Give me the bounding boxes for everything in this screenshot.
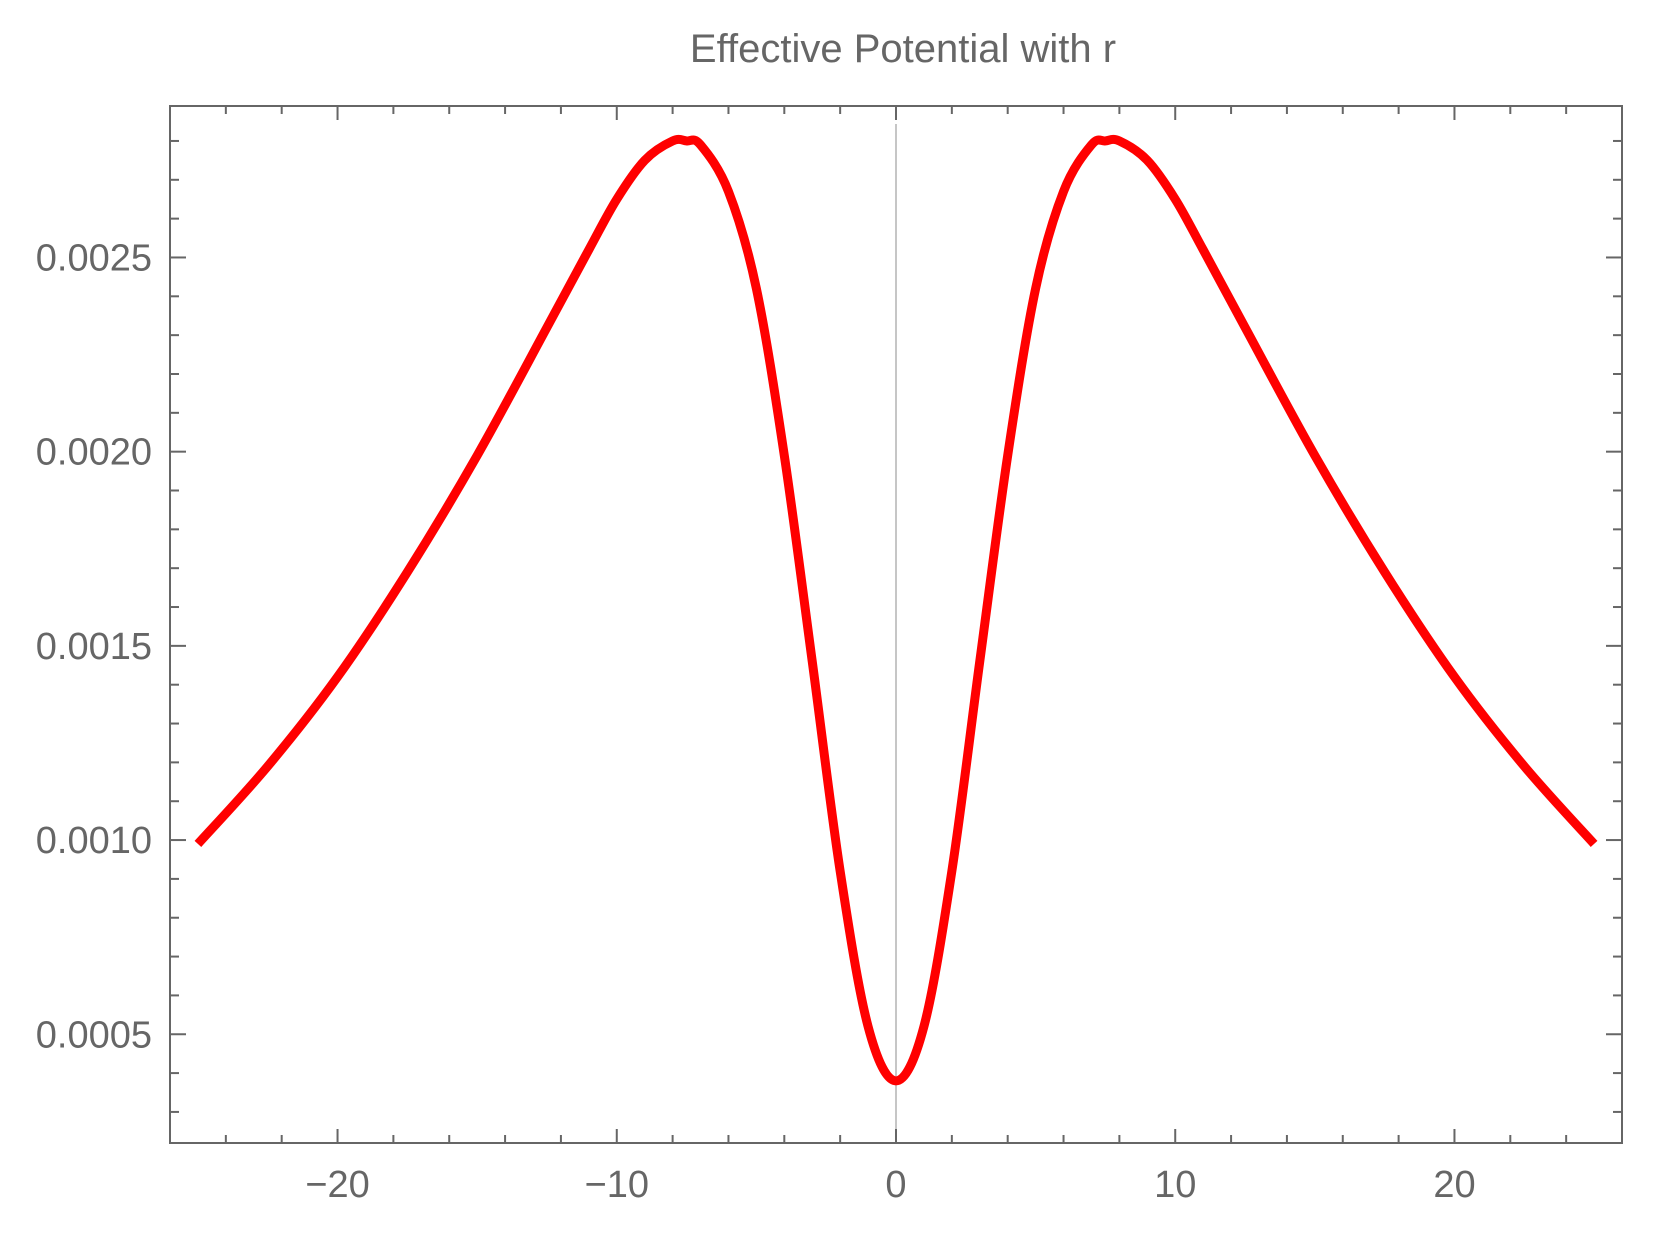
y-tick-label: 0.0015 [36,626,152,668]
series-line [194,134,1598,1086]
y-tick-label: 0.0005 [36,1014,152,1056]
y-tick-label: 0.0010 [36,820,152,862]
plot-area: −20 −10 0 10 20 0.0005 0.0010 0.0015 0.0020 0.002… [36,105,1623,1206]
x-tick-label: −20 [305,1164,369,1206]
y-tick-label: 0.0025 [36,237,152,279]
chart-title: Effective Potential with r [690,27,1116,71]
x-tick-label: 0 [885,1164,906,1206]
x-tick-label: −10 [585,1164,649,1206]
y-tick-label: 0.0020 [36,432,152,474]
x-tick-label: 10 [1154,1164,1196,1206]
x-tick-label: 20 [1433,1164,1475,1206]
